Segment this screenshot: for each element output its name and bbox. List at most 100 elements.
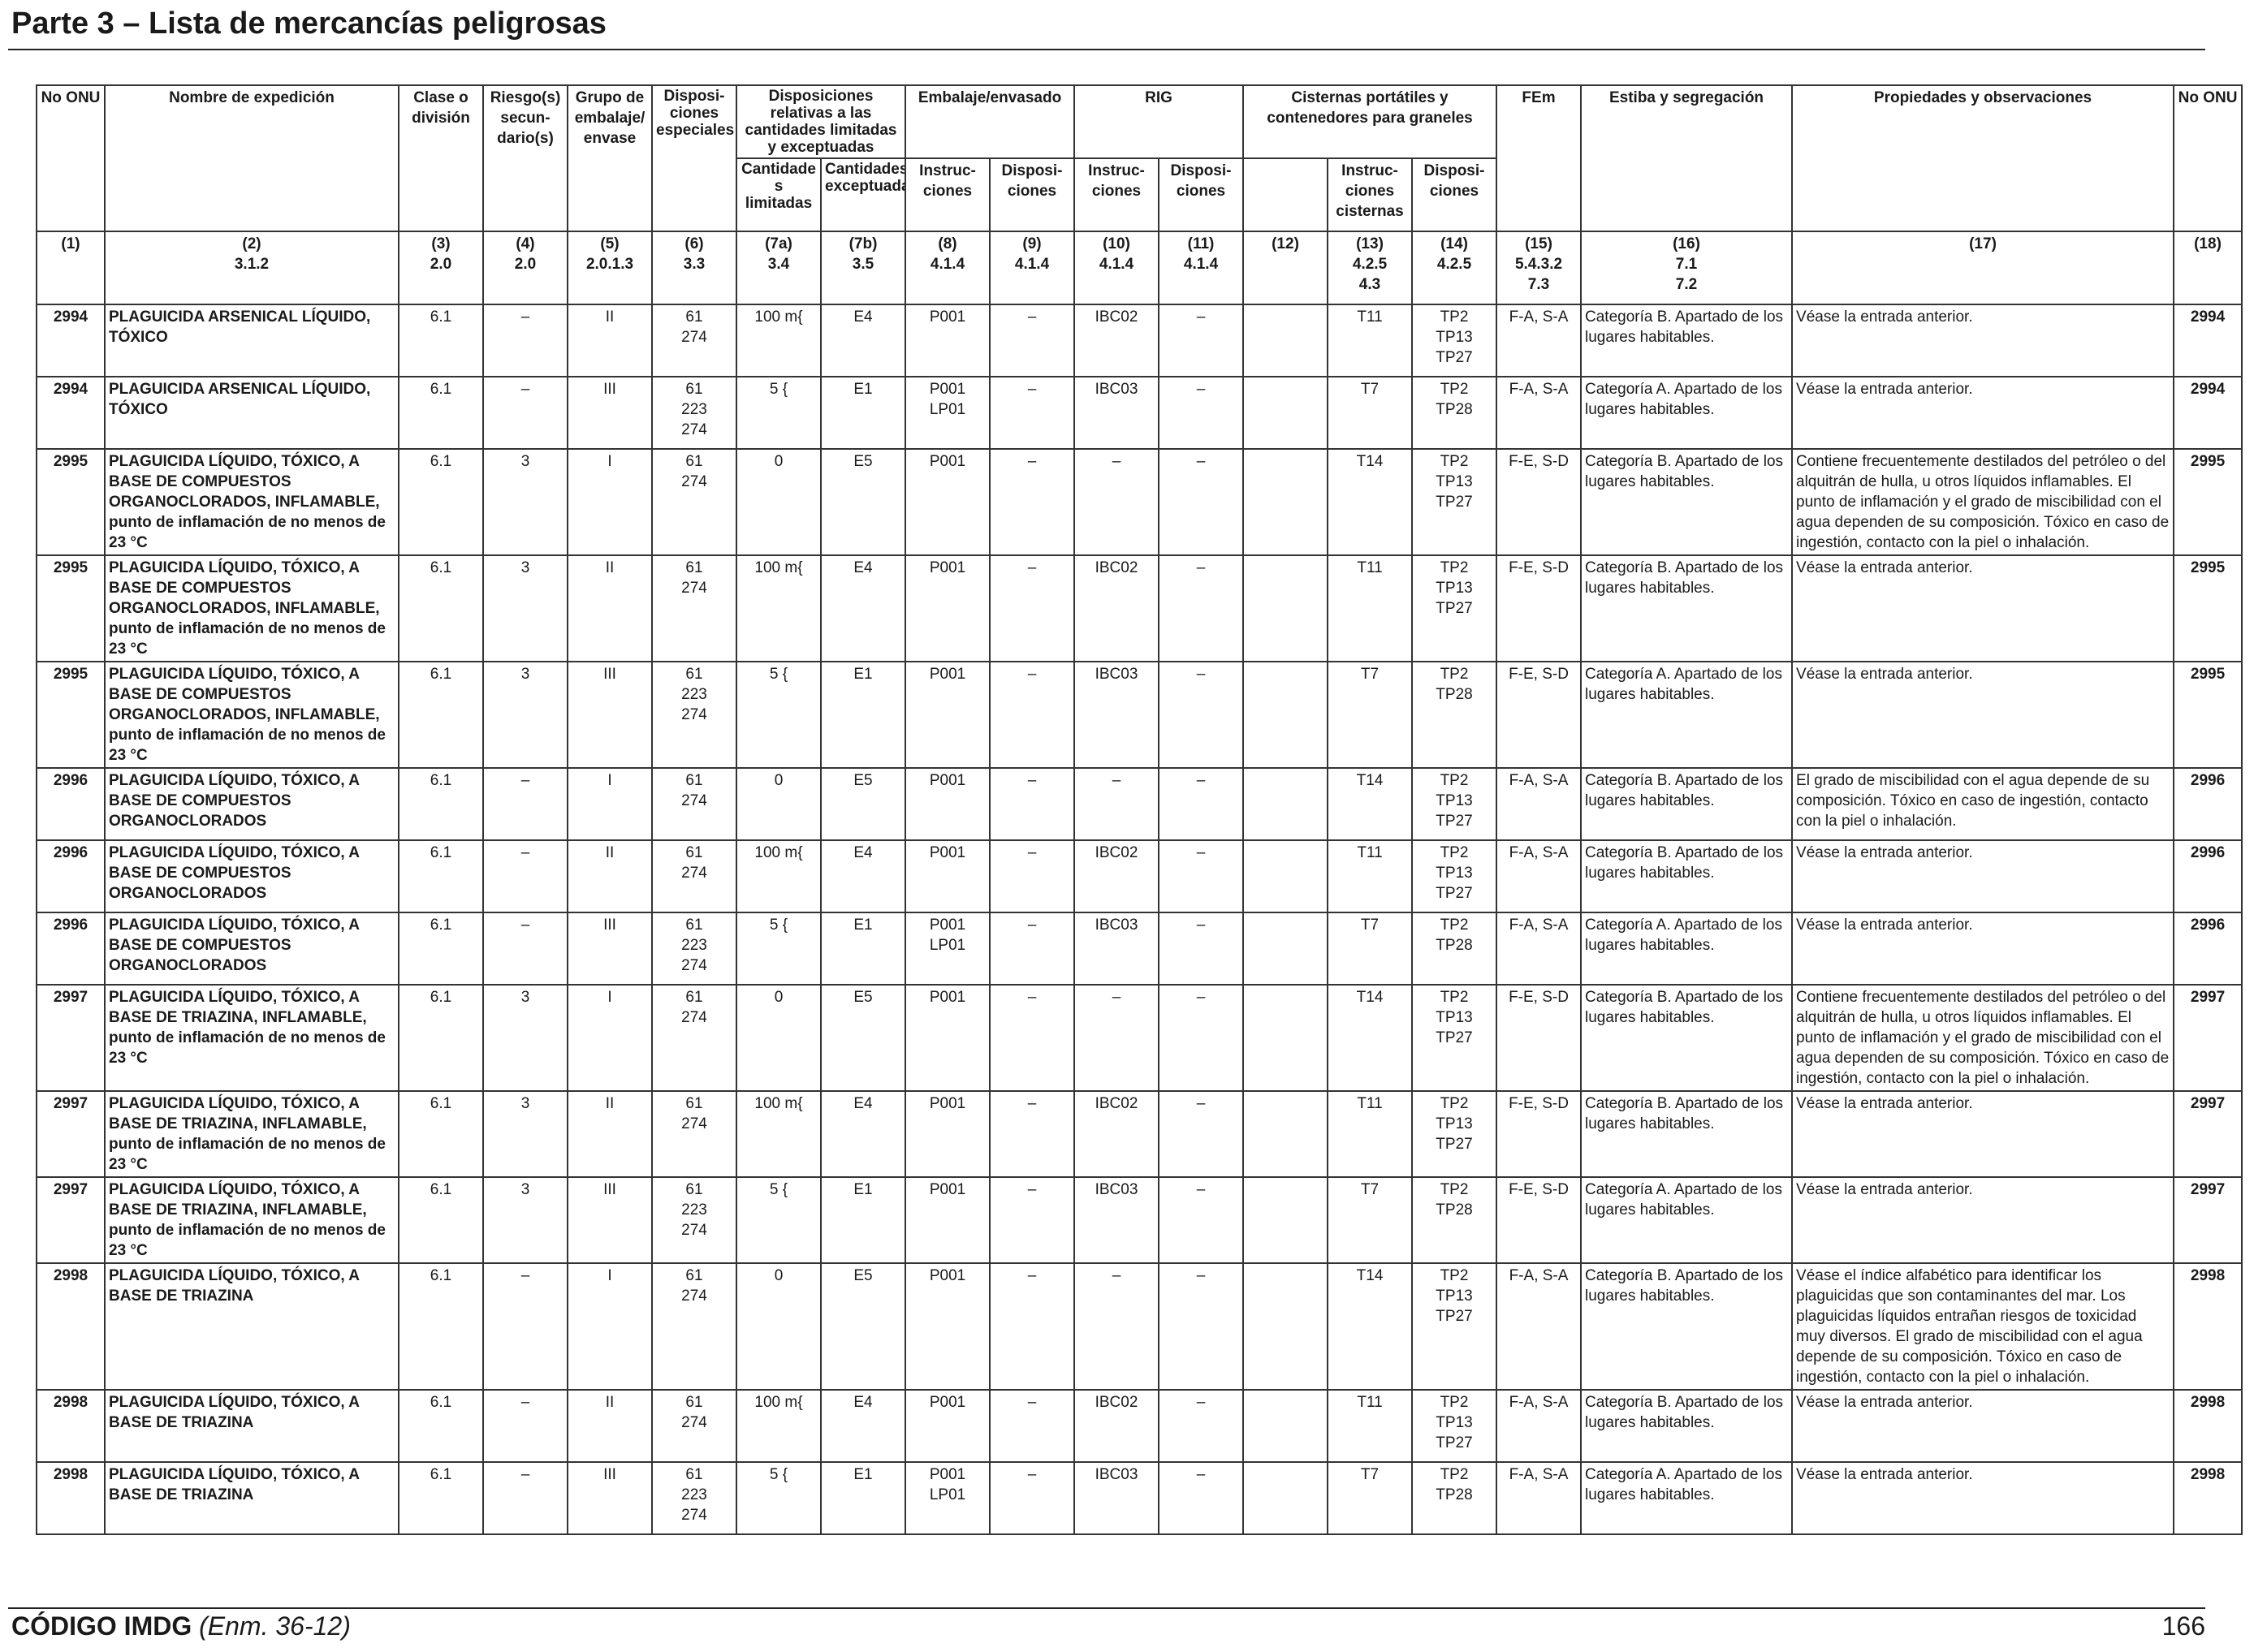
packing-instruction-cell-line: LP01 <box>929 401 966 418</box>
special-provisions-cell-line: 274 <box>681 1507 707 1524</box>
special-provisions-cell-line: 61 <box>685 1394 703 1411</box>
un-number-right-cell: 2998 <box>2173 1389 2243 1463</box>
tank-provision-cell-line: TP2 <box>1440 1095 1469 1112</box>
column-number-cell: (16) 7.1 7.2 <box>1580 231 1794 305</box>
tank-provision-cell-line: TP13 <box>1436 1414 1473 1431</box>
stowage-cell: Categoría A. Apartado de los lugares hab… <box>1580 661 1794 769</box>
column-number-line: (10) <box>1103 235 1130 252</box>
packing-instruction-cell: P001 LP01 <box>905 912 991 986</box>
packing-instruction-cell-line: P001 <box>929 772 966 789</box>
tank-provision-cell-line: TP2 <box>1440 1267 1469 1284</box>
column-12-cell <box>1242 448 1329 556</box>
col-header-no-onu-right: No ONU <box>2173 84 2243 232</box>
column-number-line: (5) <box>600 235 620 252</box>
special-provisions-cell-line: 61 <box>685 989 703 1006</box>
column-number-line: (16) <box>1673 235 1700 252</box>
ibc-instruction-cell: IBC03 <box>1073 912 1160 986</box>
special-provisions-cell-line: 61 <box>685 917 703 934</box>
column-12-cell <box>1242 1176 1329 1264</box>
tank-provision-cell-line: TP2 <box>1440 1394 1469 1411</box>
column-number-line: 3.5 <box>852 256 874 273</box>
column-number-cell: (15) 5.4.3.2 7.3 <box>1496 231 1583 305</box>
packing-instruction-cell: P001 <box>905 554 991 662</box>
column-number-row: (1) (2) 3.1.2 (3) 2.0 (4) 2.0 (5) 2.0.1.3 (6) 3.3(… <box>36 231 2243 305</box>
column-number-line: (7b) <box>848 235 878 252</box>
stowage-cell: Categoría B. Apartado de los lugares hab… <box>1580 767 1794 841</box>
subsidiary-risk-cell: – <box>482 304 568 377</box>
column-number-cell: (3) 2.0 <box>398 231 484 305</box>
properties-cell: Véase la entrada anterior. <box>1791 1176 2175 1264</box>
special-provisions-cell-line: 274 <box>681 1288 707 1305</box>
shipping-name-cell: PLAGUICIDA ARSENICAL LÍQUIDO, TÓXICO <box>104 304 399 377</box>
tank-provision-cell: TP2 TP13 TP27 <box>1411 1262 1498 1391</box>
column-number-line: 4.1.4 <box>1099 256 1134 273</box>
un-number-right-cell: 2994 <box>2173 376 2243 450</box>
ibc-provision-cell: – <box>1158 448 1245 556</box>
packing-group-cell: II <box>567 554 653 662</box>
ibc-instruction-cell: IBC02 <box>1073 1090 1160 1178</box>
column-number-cell: (17) <box>1791 231 2175 305</box>
special-provisions-cell-line: 274 <box>681 1414 707 1431</box>
footer-edition: (Enm. 36-12) <box>199 1611 351 1641</box>
un-number-cell: 2997 <box>36 984 106 1092</box>
column-12-cell <box>1242 767 1329 841</box>
tank-provision-cell: TP2 TP28 <box>1411 1461 1498 1535</box>
tank-provision-cell-line: TP2 <box>1440 1181 1469 1198</box>
col-header-rig-instr: Instruc- ciones <box>1073 157 1160 232</box>
special-provisions-cell-line: 274 <box>681 865 707 882</box>
column-number-cell: (11) 4.1.4 <box>1158 231 1245 305</box>
packing-instruction-cell-line: P001 <box>929 381 966 398</box>
footer-reference: CÓDIGO IMDG (Enm. 36-12) <box>11 1611 351 1641</box>
packing-instruction-cell: P001 LP01 <box>905 376 991 450</box>
ibc-provision-cell: – <box>1158 376 1245 450</box>
un-number-cell: 2996 <box>36 767 106 841</box>
limited-quantity-cell: 100 m{ <box>736 1090 822 1178</box>
col-header-clase: Clase o división <box>398 84 484 232</box>
col-header-fem: FEm <box>1496 84 1583 232</box>
properties-cell: Contiene frecuentemente destilados del p… <box>1791 448 2175 556</box>
excepted-quantity-cell: E5 <box>819 767 907 841</box>
tank-provision-cell-line: TP13 <box>1436 580 1473 597</box>
un-number-cell: 2998 <box>36 1461 106 1535</box>
ibc-instruction-cell: – <box>1073 448 1160 556</box>
column-number-line: 5.4.3.2 <box>1514 256 1563 273</box>
column-12-cell <box>1242 661 1329 769</box>
column-number-line: 4.1.4 <box>1014 256 1050 273</box>
ems-cell: F-E, S-D <box>1496 1090 1583 1178</box>
special-provisions-cell-line: 61 <box>685 1466 703 1483</box>
col-header-cisternas: Cisternas portátiles y contenedores para… <box>1242 84 1498 159</box>
column-number-line: (13) <box>1356 235 1384 252</box>
column-number-cell: (12) <box>1242 231 1329 305</box>
tank-provision-cell-line: TP13 <box>1436 865 1473 882</box>
subsidiary-risk-cell: 3 <box>482 1176 568 1264</box>
column-number-cell: (5) 2.0.1.3 <box>567 231 653 305</box>
special-provisions-cell: 61 223 274 <box>651 376 737 450</box>
subsidiary-risk-cell: – <box>482 1461 568 1535</box>
limited-quantity-cell: 5 { <box>736 1176 822 1264</box>
stowage-cell: Categoría B. Apartado de los lugares hab… <box>1580 1262 1794 1391</box>
tank-instruction-cell: T7 <box>1327 912 1414 986</box>
ems-cell: F-A, S-A <box>1496 839 1583 913</box>
table-row: 2996 PLAGUICIDA LÍQUIDO, TÓXICO, A BASE D… <box>36 839 2243 913</box>
col-header-embalaje: Embalaje/envasado <box>905 84 1076 159</box>
un-number-cell: 2996 <box>36 912 106 986</box>
packing-provision-cell: – <box>989 304 1076 377</box>
tank-instruction-cell: T11 <box>1327 304 1414 377</box>
packing-group-cell: III <box>567 1461 653 1535</box>
special-provisions-cell-line: 61 <box>685 1181 703 1198</box>
subsidiary-risk-cell: 3 <box>482 661 568 769</box>
un-number-right-cell: 2996 <box>2173 767 2243 841</box>
properties-cell: Véase la entrada anterior. <box>1791 376 2175 450</box>
un-number-right-cell: 2998 <box>2173 1262 2243 1391</box>
packing-group-cell: I <box>567 984 653 1092</box>
table-row: 2997 PLAGUICIDA LÍQUIDO, TÓXICO, A BASE D… <box>36 1090 2243 1178</box>
special-provisions-cell-line: 274 <box>681 421 707 438</box>
column-12-cell <box>1242 376 1329 450</box>
packing-instruction-cell: P001 <box>905 661 991 769</box>
excepted-quantity-cell: E5 <box>819 448 907 556</box>
tank-provision-cell: TP2 TP13 TP27 <box>1411 304 1498 377</box>
ibc-provision-cell: – <box>1158 554 1245 662</box>
limited-quantity-cell: 5 { <box>736 912 822 986</box>
ibc-provision-cell: – <box>1158 661 1245 769</box>
column-12-cell <box>1242 304 1329 377</box>
